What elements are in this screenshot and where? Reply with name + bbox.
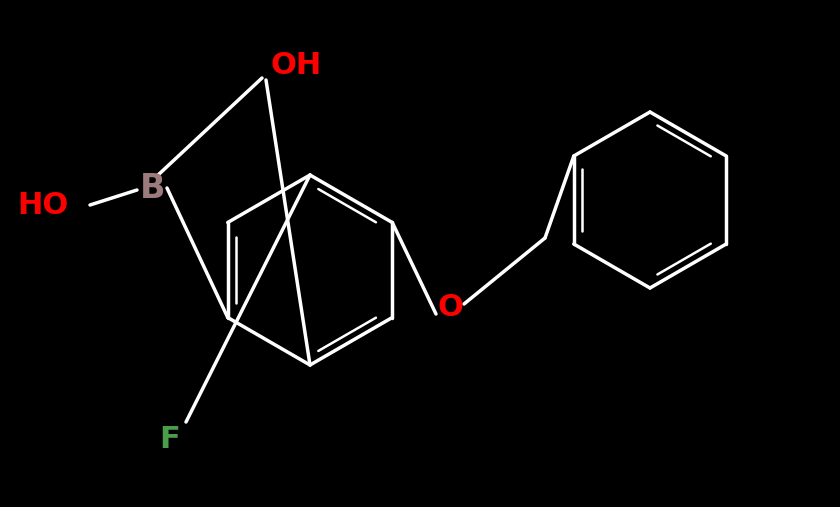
Text: F: F (160, 425, 181, 454)
Text: O: O (437, 294, 463, 322)
Text: OH: OH (270, 51, 321, 80)
Text: B: B (140, 171, 165, 204)
Text: HO: HO (17, 191, 68, 220)
